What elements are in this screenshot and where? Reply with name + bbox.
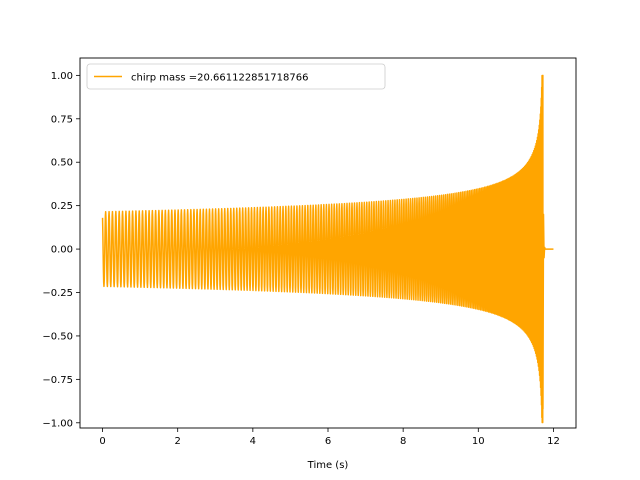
legend-box <box>86 63 386 90</box>
series-layer <box>101 74 554 424</box>
x-axis-label: Time (s) <box>307 460 349 471</box>
x-tick-label: 8 <box>400 436 406 447</box>
legend-entry-label: chirp mass =20.661122851718766 <box>131 73 308 84</box>
y-tick-label: 0.50 <box>51 158 73 169</box>
y-axis-ticks: 1.00 0.75 0.50 0.25 0.00 −0.25 −0.50 −0.75 −1.00 <box>42 71 80 429</box>
x-tick-label: 6 <box>325 436 331 447</box>
x-tick-label: 0 <box>99 436 105 447</box>
x-axis-ticks: 0 2 4 6 8 10 12 <box>99 428 560 447</box>
legend: chirp mass =20.661122851718766 <box>86 63 386 90</box>
y-tick-label: −0.25 <box>42 288 73 299</box>
y-tick-label: 0.00 <box>51 245 73 256</box>
y-tick-label: −0.50 <box>42 331 73 342</box>
y-tick-label: −0.75 <box>42 375 73 386</box>
x-tick-label: 4 <box>250 436 256 447</box>
x-tick-label: 12 <box>547 436 560 447</box>
y-tick-label: −1.00 <box>42 418 73 429</box>
y-tick-label: 1.00 <box>51 71 73 82</box>
x-tick-label: 10 <box>472 436 485 447</box>
series-line-chirp <box>101 74 554 424</box>
y-tick-label: 0.75 <box>51 114 73 125</box>
y-tick-label: 0.25 <box>51 201 73 212</box>
x-tick-label: 2 <box>175 436 181 447</box>
